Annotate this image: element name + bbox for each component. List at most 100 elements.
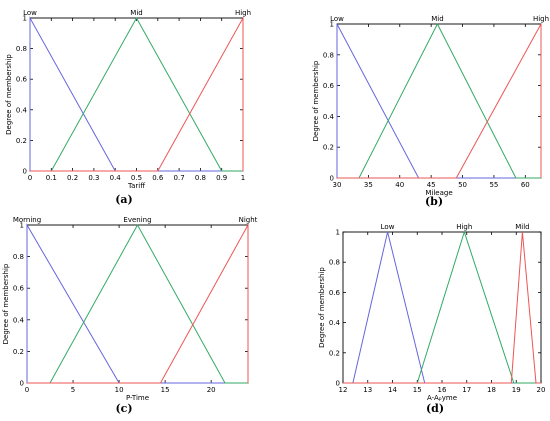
x-tick-label: 0.2 (67, 174, 78, 182)
x-tick-label: 0.7 (174, 174, 185, 182)
y-tick-label: 0.4 (13, 316, 25, 324)
series-label-low: Low (23, 9, 37, 17)
x-tick-label: 10 (115, 386, 124, 394)
x-tick-label: 45 (427, 181, 436, 189)
series-label-low: Low (330, 15, 344, 23)
panel-caption: (b) (425, 195, 443, 208)
series-label-high: High (533, 15, 549, 23)
y-tick-label: 0.4 (16, 106, 28, 114)
y-tick-label: 0.8 (13, 253, 24, 261)
y-tick-label: 0.2 (16, 137, 27, 145)
x-tick-label: 20 (537, 386, 546, 394)
x-tick-label: 0 (25, 386, 29, 394)
y-tick-label: 1 (336, 229, 340, 237)
series-label-evening: Evening (123, 216, 151, 224)
y-axis-label: Degree of membership (5, 54, 13, 135)
series-label-high: High (456, 223, 472, 231)
x-tick-label: 1 (241, 174, 245, 182)
y-tick-label: 0.2 (13, 348, 24, 356)
series-line-high (337, 23, 542, 179)
series-line-low (29, 16, 243, 172)
y-axis-label: Degree of membership (2, 263, 10, 344)
series-label-night: Night (239, 216, 258, 224)
x-tick-label: 13 (363, 386, 372, 394)
y-tick-label: 1 (23, 15, 27, 23)
panel-caption: (c) (115, 402, 132, 415)
x-tick-label: 20 (207, 386, 216, 394)
x-tick-label: 12 (339, 386, 348, 394)
x-tick-label: 0.6 (152, 174, 164, 182)
x-tick-label: 0.8 (195, 174, 206, 182)
x-axis-label: P-Time (126, 394, 149, 402)
panel-caption: (d) (426, 402, 444, 415)
series-line-mid (337, 22, 541, 179)
series-line-high (30, 16, 244, 172)
series-line-night (27, 223, 249, 384)
y-tick-label: 0.4 (323, 113, 335, 121)
series-line-low (343, 231, 541, 384)
plot-frame (342, 231, 542, 384)
x-tick-label: 0.3 (88, 174, 99, 182)
x-tick-label: 0.5 (131, 174, 142, 182)
x-tick-label: 15 (413, 386, 422, 394)
series-label-high: High (235, 9, 251, 17)
x-tick-label: 0 (28, 174, 32, 182)
series-line-morning (26, 223, 248, 384)
chart-panel-1: 0 0.1 0.2 0.3 0.4 0.5 0.6 0.7 0.8 0.9 1 0 0.2 0.4 0.6 0… (5, 9, 251, 206)
x-tick-label: 30 (333, 181, 342, 189)
x-tick-label: 55 (489, 181, 498, 189)
y-tick-label: 0 (20, 380, 24, 388)
x-tick-label: 5 (71, 386, 75, 394)
series-line-mid (30, 16, 243, 172)
series-label-mid: Mid (130, 9, 142, 17)
x-tick-label: 18 (487, 386, 496, 394)
plot-frame (336, 23, 542, 179)
x-tick-label: 15 (161, 386, 170, 394)
x-axis-label: Mileage (425, 189, 452, 197)
y-tick-label: 0.6 (13, 285, 25, 293)
x-tick-label: 0.9 (216, 174, 227, 182)
chart-panel-3: 0 5 10 15 20 0 0.2 0.4 0.6 0.8 1 P-Time Degree of me… (2, 216, 258, 415)
series-line-low (336, 23, 541, 179)
x-axis-label: A-Aₚyme (427, 394, 457, 402)
y-tick-label: 0.8 (16, 45, 27, 53)
x-tick-label: 40 (395, 181, 404, 189)
x-tick-label: 14 (388, 386, 397, 394)
chart-panel-2: 30 35 40 45 50 55 60 0 0.2 0.4 0.6 0.8 1 Mileage Degre… (312, 15, 549, 208)
y-tick-label: 0.2 (323, 144, 334, 152)
series-line-mild (343, 231, 541, 384)
x-tick-label: 17 (462, 386, 471, 394)
x-axis-label: Tariff (127, 182, 145, 190)
x-tick-label: 0.4 (110, 174, 122, 182)
y-tick-label: 0 (330, 175, 334, 183)
x-tick-label: 50 (458, 181, 467, 189)
y-tick-label: 0.2 (329, 349, 340, 357)
x-tick-label: 35 (364, 181, 373, 189)
series-label-morning: Morning (13, 216, 41, 224)
series-line-evening (27, 223, 248, 384)
y-tick-label: 0.8 (323, 51, 334, 59)
y-axis-label: Degree of membership (318, 267, 326, 348)
x-tick-label: 19 (512, 386, 521, 394)
series-label-low: Low (381, 223, 395, 231)
series-label-mild: Mild (515, 223, 529, 231)
plot-frame (26, 224, 249, 384)
series-label-mid: Mid (431, 15, 443, 23)
y-tick-label: 0 (23, 168, 27, 176)
y-tick-label: 0 (336, 380, 340, 388)
y-tick-label: 0.6 (323, 82, 335, 90)
y-tick-label: 0.6 (16, 76, 28, 84)
y-axis-label: Degree of membership (312, 60, 320, 141)
y-tick-label: 0.8 (329, 259, 340, 267)
panel-caption: (a) (115, 193, 133, 206)
chart-panel-4: 12 13 14 15 16 17 18 19 20 0 0.2 0.4 0.6 0.8 1 A-Aₚyme D… (318, 223, 545, 415)
x-tick-label: 0.1 (46, 174, 57, 182)
y-tick-label: 0.4 (329, 319, 341, 327)
y-tick-label: 1 (20, 222, 24, 230)
series-line-high (343, 230, 541, 384)
x-tick-label: 60 (521, 181, 530, 189)
y-tick-label: 1 (330, 21, 334, 29)
y-tick-label: 0.6 (329, 289, 341, 297)
x-tick-label: 16 (438, 386, 447, 394)
